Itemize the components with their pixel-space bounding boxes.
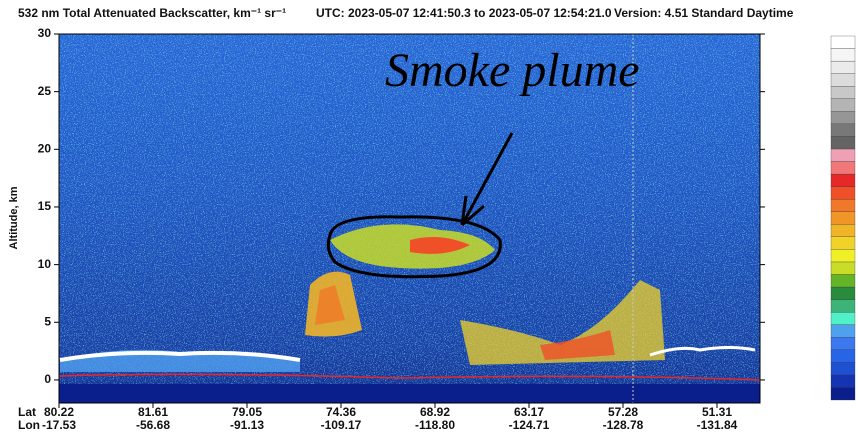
y-tick-label: 0: [44, 372, 51, 386]
colorbar-swatch: [831, 274, 855, 287]
colorbar-swatch: [831, 224, 855, 237]
version: Version: 4.51 Standard Daytime: [614, 6, 794, 20]
x-tick-label: -17.53: [42, 418, 76, 432]
x-tick-label: -128.78: [603, 418, 644, 432]
y-tick-label: 25: [38, 84, 52, 98]
colorbar-swatch: [831, 149, 855, 162]
x-row-name: Lat: [18, 405, 36, 419]
colorbar-swatch: [831, 124, 855, 137]
colorbar-swatch: [831, 325, 855, 338]
x-tick-label: 80.22: [44, 405, 74, 419]
y-tick-label: 5: [44, 314, 51, 328]
x-row-name: Lon: [18, 418, 40, 432]
colorbar-swatch: [831, 174, 855, 187]
colorbar-swatch: [831, 249, 855, 262]
colorbar-swatch: [831, 287, 855, 300]
chart: 532 nm Total Attenuated Backscatter, km⁻…: [0, 0, 858, 436]
x-tick-label: -91.13: [230, 418, 264, 432]
x-tick-label: -56.68: [136, 418, 170, 432]
annotation: Smoke plume: [385, 44, 640, 97]
colorbar-swatch: [831, 61, 855, 74]
y-tick-label: 15: [38, 199, 52, 213]
colorbar-swatch: [831, 199, 855, 212]
colorbar-swatch: [831, 362, 855, 375]
x-tick-label: -118.80: [415, 418, 455, 432]
colorbar-swatch: [831, 337, 855, 350]
colorbar-swatch: [831, 162, 855, 175]
colorbar-swatch: [831, 49, 855, 62]
colorbar-swatch: [831, 350, 855, 363]
colorbar-swatch: [831, 300, 855, 313]
colorbar-swatch: [831, 387, 855, 400]
colorbar-swatch: [831, 375, 855, 388]
y-tick-label: 30: [38, 26, 52, 40]
colorbar-swatch: [831, 74, 855, 87]
x-tick-label: 68.92: [420, 405, 450, 419]
x-tick-label: -109.17: [321, 418, 362, 432]
x-tick-label: 81.61: [138, 405, 168, 419]
colorbar-swatch: [831, 312, 855, 325]
chart-title: 532 nm Total Attenuated Backscatter, km⁻…: [18, 6, 286, 20]
y-axis-label: Altitude, km: [8, 186, 20, 249]
colorbar-swatch: [831, 212, 855, 225]
colorbar-swatch: [831, 99, 855, 112]
x-tick-label: 79.05: [232, 405, 262, 419]
time-range: UTC: 2023-05-07 12:41:50.3 to 2023-05-07…: [316, 6, 612, 20]
x-tick-label: 63.17: [514, 405, 544, 419]
x-tick-label: 57.28: [608, 405, 638, 419]
x-tick-label: 74.36: [326, 405, 356, 419]
colorbar-swatch: [831, 111, 855, 124]
colorbar-swatch: [831, 237, 855, 250]
colorbar-swatch: [831, 187, 855, 200]
x-tick-label: -131.84: [697, 418, 738, 432]
x-tick-label: -124.71: [509, 418, 550, 432]
y-tick-label: 20: [38, 141, 52, 155]
colorbar-swatch: [831, 136, 855, 149]
x-tick-label: 51.31: [702, 405, 732, 419]
colorbar-swatch: [831, 86, 855, 99]
colorbar-swatch: [831, 36, 855, 49]
colorbar-swatch: [831, 262, 855, 275]
y-tick-label: 10: [38, 257, 52, 271]
